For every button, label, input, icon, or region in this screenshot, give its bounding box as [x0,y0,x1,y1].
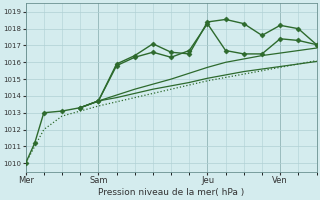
X-axis label: Pression niveau de la mer( hPa ): Pression niveau de la mer( hPa ) [98,188,244,197]
